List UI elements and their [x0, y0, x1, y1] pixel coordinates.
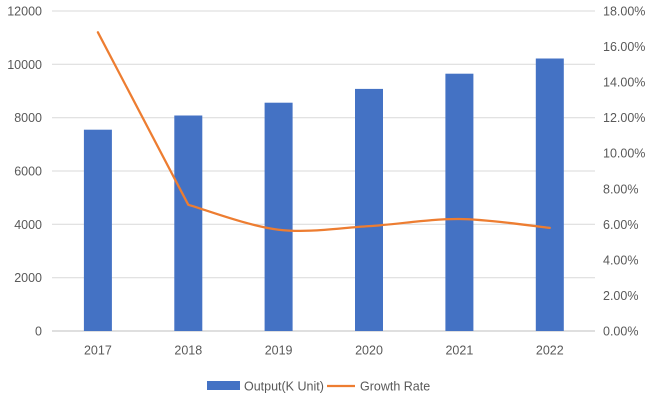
- svg-text:6000: 6000: [14, 165, 42, 179]
- svg-text:2022: 2022: [536, 344, 564, 358]
- svg-text:4.00%: 4.00%: [603, 253, 638, 267]
- svg-text:2017: 2017: [84, 344, 112, 358]
- svg-text:6.00%: 6.00%: [603, 218, 638, 232]
- svg-text:12000: 12000: [7, 5, 42, 19]
- svg-text:2.00%: 2.00%: [603, 289, 638, 303]
- svg-text:10.00%: 10.00%: [603, 147, 645, 161]
- svg-text:8000: 8000: [14, 111, 42, 125]
- svg-text:2000: 2000: [14, 271, 42, 285]
- svg-text:16.00%: 16.00%: [603, 40, 645, 54]
- svg-text:Output(K Unit): Output(K Unit): [244, 380, 324, 394]
- svg-text:14.00%: 14.00%: [603, 76, 645, 90]
- svg-text:4000: 4000: [14, 218, 42, 232]
- svg-text:18.00%: 18.00%: [603, 5, 645, 19]
- svg-text:2018: 2018: [174, 344, 202, 358]
- svg-text:0.00%: 0.00%: [603, 325, 638, 339]
- svg-text:8.00%: 8.00%: [603, 182, 638, 196]
- svg-text:2020: 2020: [355, 344, 383, 358]
- svg-text:2021: 2021: [445, 344, 473, 358]
- svg-text:12.00%: 12.00%: [603, 111, 645, 125]
- svg-text:2019: 2019: [265, 344, 293, 358]
- svg-text:Growth Rate: Growth Rate: [360, 380, 430, 394]
- svg-text:10000: 10000: [7, 58, 42, 72]
- svg-text:0: 0: [35, 325, 42, 339]
